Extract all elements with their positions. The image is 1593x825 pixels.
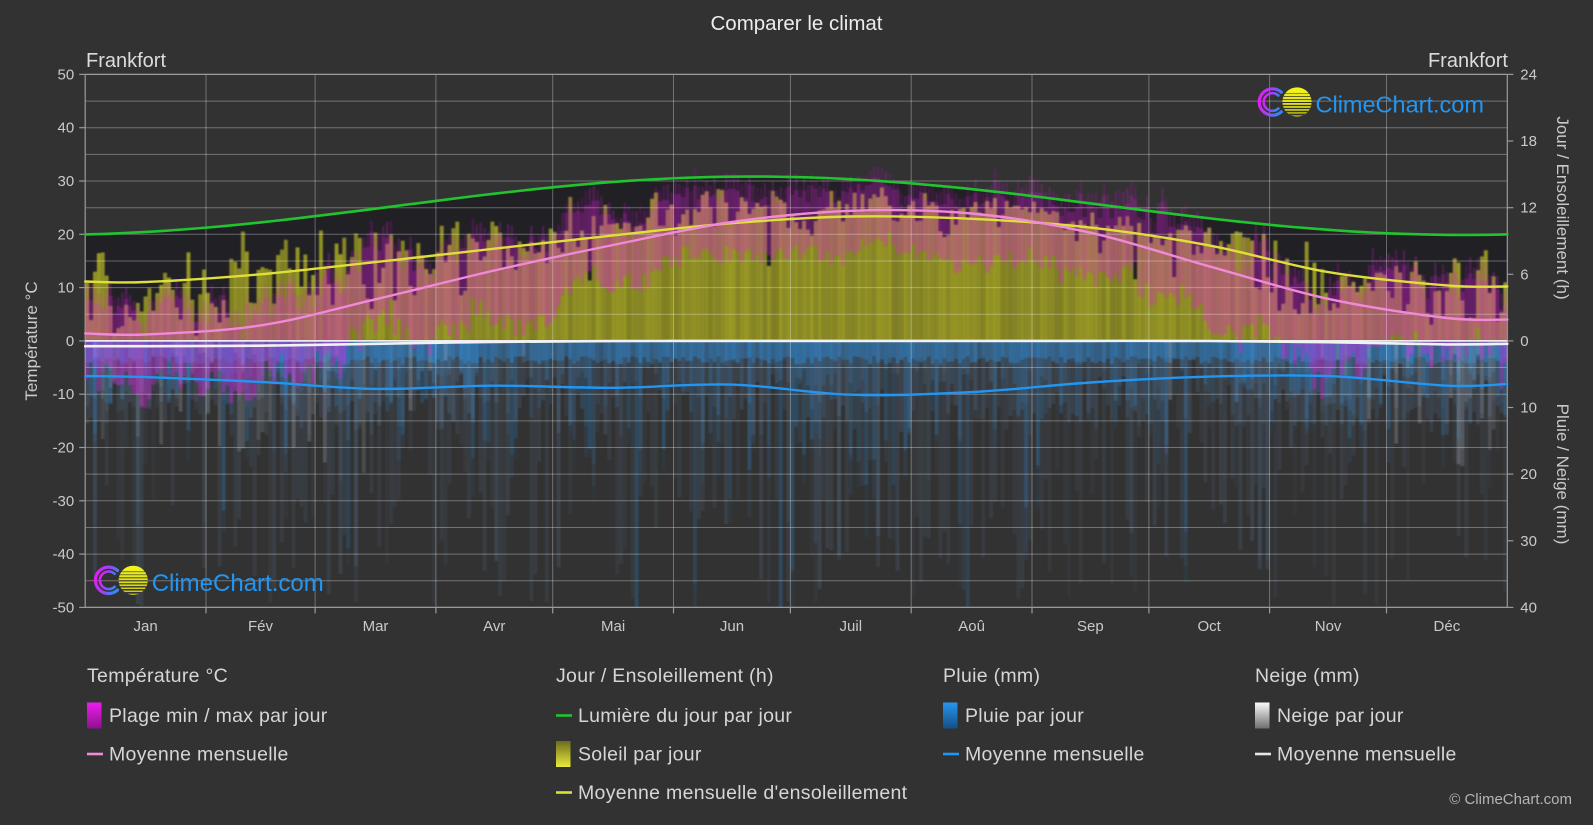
svg-text:Pluie par jour: Pluie par jour (965, 705, 1084, 727)
svg-text:Lumière du jour par jour: Lumière du jour par jour (578, 705, 792, 727)
svg-text:-10: -10 (53, 386, 75, 403)
svg-text:Plage min / max par jour: Plage min / max par jour (109, 705, 328, 727)
svg-text:50: 50 (58, 66, 75, 83)
svg-text:Moyenne mensuelle: Moyenne mensuelle (965, 744, 1145, 766)
svg-text:0: 0 (1520, 333, 1528, 350)
svg-text:30: 30 (58, 173, 75, 190)
svg-text:Jour / Ensoleillement (h): Jour / Ensoleillement (h) (1553, 116, 1572, 299)
svg-text:Neige par jour: Neige par jour (1277, 705, 1404, 727)
svg-text:-50: -50 (53, 599, 75, 616)
svg-text:Jun: Jun (720, 618, 744, 635)
svg-text:-30: -30 (53, 493, 75, 510)
svg-text:Jan: Jan (134, 618, 158, 635)
svg-text:Frankfort: Frankfort (86, 50, 166, 72)
svg-text:-20: -20 (53, 440, 75, 457)
svg-text:Jour / Ensoleillement (h): Jour / Ensoleillement (h) (556, 665, 774, 687)
svg-text:40: 40 (58, 120, 75, 137)
svg-text:Mai: Mai (601, 618, 625, 635)
svg-text:30: 30 (1520, 533, 1537, 550)
svg-text:20: 20 (58, 226, 75, 243)
svg-text:20: 20 (1520, 466, 1537, 483)
svg-text:Température °C: Température °C (87, 665, 228, 687)
svg-text:Moyenne mensuelle: Moyenne mensuelle (109, 744, 289, 766)
svg-text:-40: -40 (53, 546, 75, 563)
svg-text:Juil: Juil (840, 618, 863, 635)
svg-text:0: 0 (66, 333, 74, 350)
svg-text:10: 10 (1520, 400, 1537, 417)
svg-text:12: 12 (1520, 200, 1537, 217)
svg-text:Moyenne mensuelle: Moyenne mensuelle (1277, 744, 1457, 766)
svg-text:Pluie / Neige (mm): Pluie / Neige (mm) (1553, 404, 1572, 545)
svg-text:Sep: Sep (1077, 618, 1104, 635)
svg-text:Fév: Fév (248, 618, 274, 635)
svg-text:18: 18 (1520, 133, 1537, 150)
svg-text:Température °C: Température °C (22, 281, 41, 400)
svg-text:6: 6 (1520, 266, 1528, 283)
svg-text:Frankfort: Frankfort (1428, 50, 1508, 72)
svg-text:Neige (mm): Neige (mm) (1255, 665, 1360, 687)
svg-text:Moyenne mensuelle d'ensoleille: Moyenne mensuelle d'ensoleillement (578, 782, 908, 804)
svg-text:Déc: Déc (1434, 618, 1461, 635)
svg-text:Oct: Oct (1198, 618, 1222, 635)
svg-text:© ClimeChart.com: © ClimeChart.com (1449, 791, 1572, 808)
svg-text:Aoû: Aoû (958, 618, 985, 635)
svg-text:10: 10 (58, 280, 75, 297)
svg-text:Mar: Mar (363, 618, 389, 635)
svg-text:Comparer le climat: Comparer le climat (710, 12, 882, 35)
svg-text:Pluie (mm): Pluie (mm) (943, 665, 1040, 687)
svg-text:Avr: Avr (483, 618, 505, 635)
svg-text:ClimeChart.com: ClimeChart.com (152, 570, 324, 597)
svg-text:24: 24 (1520, 66, 1537, 83)
svg-text:40: 40 (1520, 599, 1537, 616)
svg-text:ClimeChart.com: ClimeChart.com (1316, 92, 1484, 118)
svg-text:Nov: Nov (1315, 618, 1342, 635)
svg-text:Soleil par jour: Soleil par jour (578, 744, 702, 766)
